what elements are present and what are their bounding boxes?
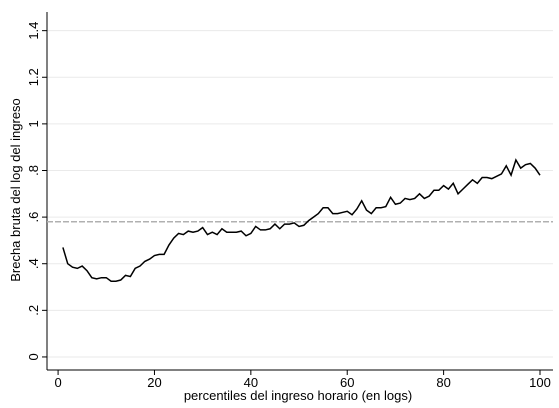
y-tick-label: 1.4 — [26, 22, 41, 40]
y-tick-label: .6 — [26, 212, 41, 223]
x-axis-title: percentiles del ingreso horario (en logs… — [184, 388, 412, 403]
y-tick-label: .8 — [26, 165, 41, 176]
y-tick-label: 1 — [26, 120, 41, 127]
y-axis-title: Brecha bruta del log del ingreso — [8, 98, 23, 282]
y-tick-label: .4 — [26, 258, 41, 269]
x-tick-label: 80 — [436, 375, 450, 390]
x-tick-label: 100 — [529, 375, 551, 390]
x-tick-label: 60 — [340, 375, 354, 390]
y-tick-label: .2 — [26, 305, 41, 316]
y-tick-label: 0 — [26, 353, 41, 360]
data-line — [62, 158, 541, 282]
y-tick-label: 1.2 — [26, 68, 41, 86]
x-tick-label: 0 — [54, 375, 61, 390]
x-tick-label: 20 — [147, 375, 161, 390]
x-tick-label: 40 — [244, 375, 258, 390]
